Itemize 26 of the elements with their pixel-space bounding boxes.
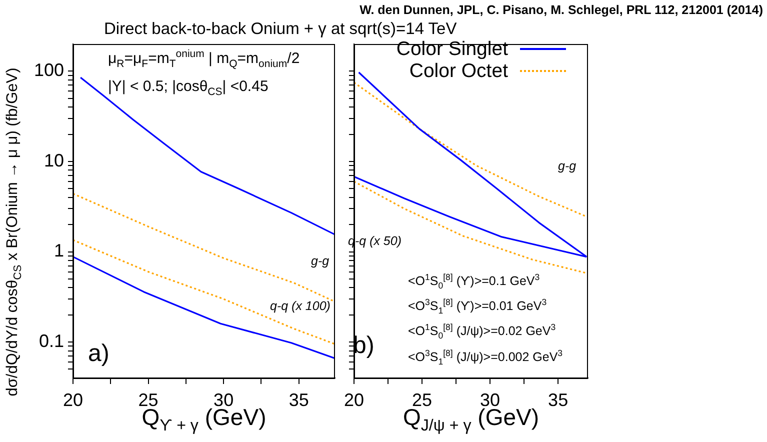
annotation: <O$^{1}$S$_{0}$$^{[8]}$ (J/ψ)>=0.02 GeV$^{3}$ (408, 322, 556, 340)
annotation: <O$^{3}$S$_{1}$$^{[8]}$ (ϒ)>=0.01 GeV$^{3}$ (408, 296, 547, 316)
y-tick-label: 1 (54, 240, 64, 261)
text: W. den Dunnen, JPL, C. Pisano, M. Schlegel, PRL 112, 212001 (2014) (360, 3, 763, 17)
annotation: g-g (558, 159, 576, 173)
annotation: a) (88, 340, 110, 368)
y-tick-label: 100 (34, 60, 64, 80)
text: μ$_{R}$=μ$_{F}$=m$_{T}$$^{onium}$ | m$_{Q}$=m$_{onium}$/2 (108, 48, 300, 70)
annotation: <O$^{1}$S$_{0}$$^{[8]}$ (ϒ)>=0.1 GeV$^{3}$ (408, 272, 540, 290)
annotation: g-g (311, 254, 330, 268)
annotation: <O$^{3}$S$_{1}$$^{[8]}$ (J/ψ)>=0.002 GeV$^{3}$ (408, 348, 563, 366)
x-tick-label: 30 (214, 390, 234, 410)
line-series (73, 192, 335, 302)
x-tick-label: 35 (548, 390, 568, 410)
legend-label: Color Octet (409, 60, 508, 82)
line-series (73, 239, 335, 345)
x-tick-label: 20 (62, 390, 84, 410)
y-tick-label: 10 (44, 150, 64, 170)
x-tick-label: 35 (288, 390, 309, 410)
y-tick-label: 0.1 (38, 331, 64, 352)
x-tick-label: 20 (344, 390, 364, 410)
chart-title: Direct back-to-back Onium + γ at sqrt(s)=14 TeV (104, 20, 457, 39)
annotation: q-q (x 100) (270, 299, 330, 313)
x-tick-label: 25 (412, 390, 432, 410)
x-tick-label: 25 (138, 390, 158, 410)
annotation: |Y| < 0.5; |cosθ$_{CS}$| <0.45 (108, 78, 268, 98)
